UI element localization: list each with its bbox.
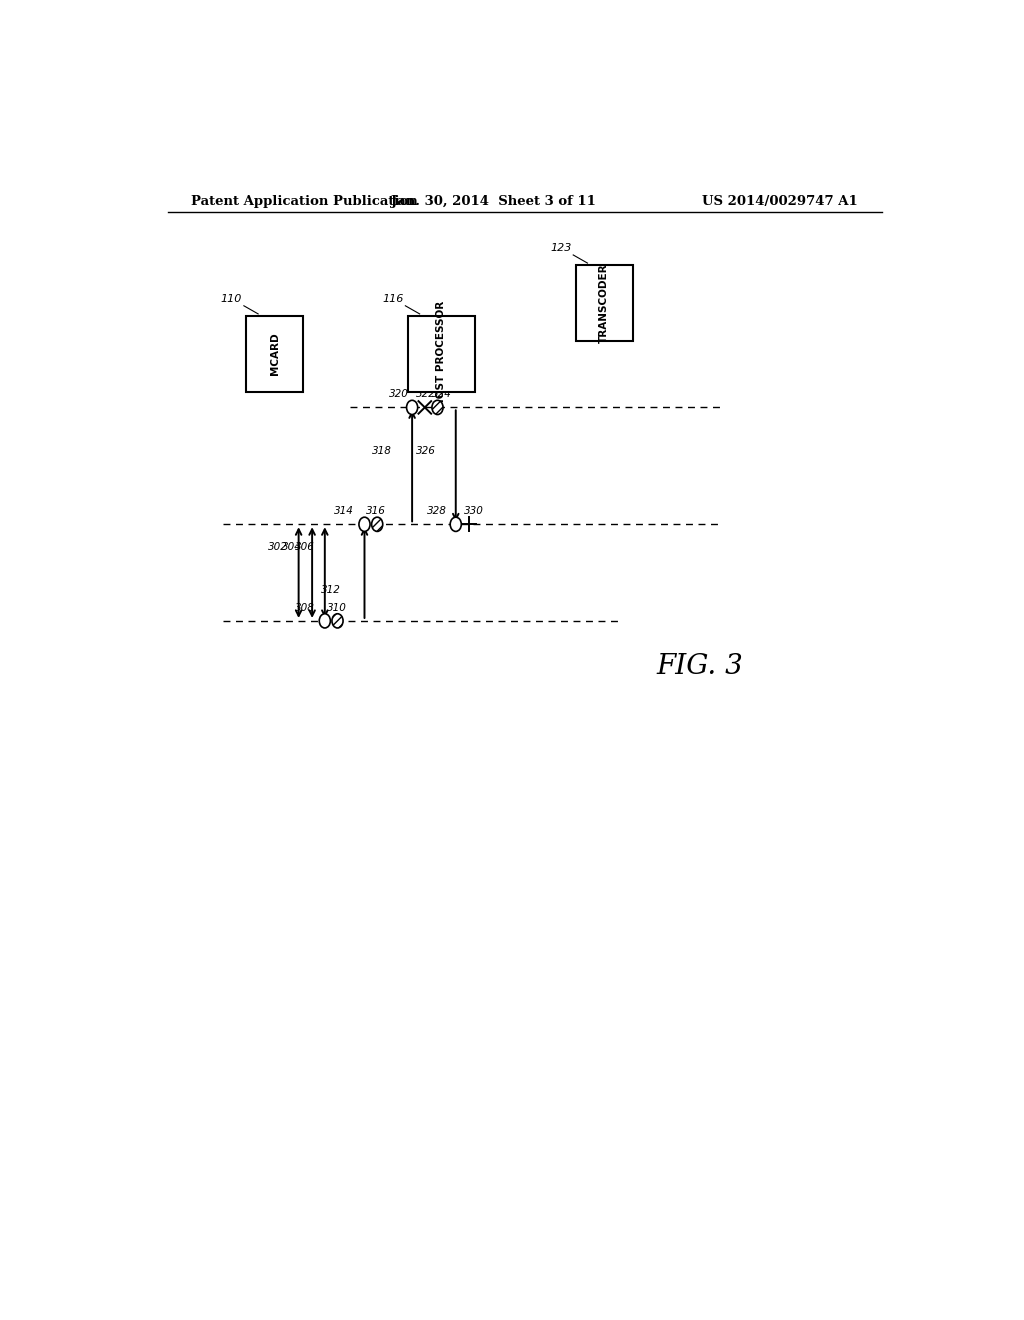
Text: 302: 302 bbox=[268, 543, 289, 552]
Circle shape bbox=[319, 614, 331, 628]
Circle shape bbox=[451, 517, 461, 532]
Text: 306: 306 bbox=[295, 543, 314, 552]
Text: 308: 308 bbox=[296, 603, 315, 612]
Text: Patent Application Publication: Patent Application Publication bbox=[191, 194, 418, 207]
Text: US 2014/0029747 A1: US 2014/0029747 A1 bbox=[702, 194, 858, 207]
Text: 312: 312 bbox=[321, 586, 341, 595]
Text: FIG. 3: FIG. 3 bbox=[656, 653, 742, 680]
Text: 123: 123 bbox=[550, 243, 571, 253]
Text: 310: 310 bbox=[328, 603, 347, 612]
Circle shape bbox=[332, 614, 343, 628]
Text: 316: 316 bbox=[367, 506, 386, 516]
Bar bbox=[246, 315, 303, 392]
Bar bbox=[575, 265, 633, 342]
Circle shape bbox=[432, 400, 443, 414]
Text: 330: 330 bbox=[464, 506, 483, 516]
Text: 318: 318 bbox=[373, 446, 392, 455]
Circle shape bbox=[407, 400, 418, 414]
Text: 322: 322 bbox=[416, 389, 436, 399]
Text: 314: 314 bbox=[334, 506, 354, 516]
Text: 326: 326 bbox=[416, 446, 436, 455]
Bar bbox=[408, 315, 475, 392]
Text: 324: 324 bbox=[432, 389, 452, 399]
Text: 116: 116 bbox=[382, 294, 403, 304]
Text: HOST PROCESSOR: HOST PROCESSOR bbox=[436, 301, 446, 407]
Text: TRANSCODER: TRANSCODER bbox=[599, 264, 609, 343]
Circle shape bbox=[359, 517, 370, 532]
Circle shape bbox=[372, 517, 383, 532]
Text: 304: 304 bbox=[282, 543, 302, 552]
Text: Jan. 30, 2014  Sheet 3 of 11: Jan. 30, 2014 Sheet 3 of 11 bbox=[390, 194, 596, 207]
Text: MCARD: MCARD bbox=[269, 333, 280, 375]
Text: 110: 110 bbox=[221, 294, 243, 304]
Text: 328: 328 bbox=[427, 506, 447, 516]
Text: 320: 320 bbox=[389, 389, 409, 399]
